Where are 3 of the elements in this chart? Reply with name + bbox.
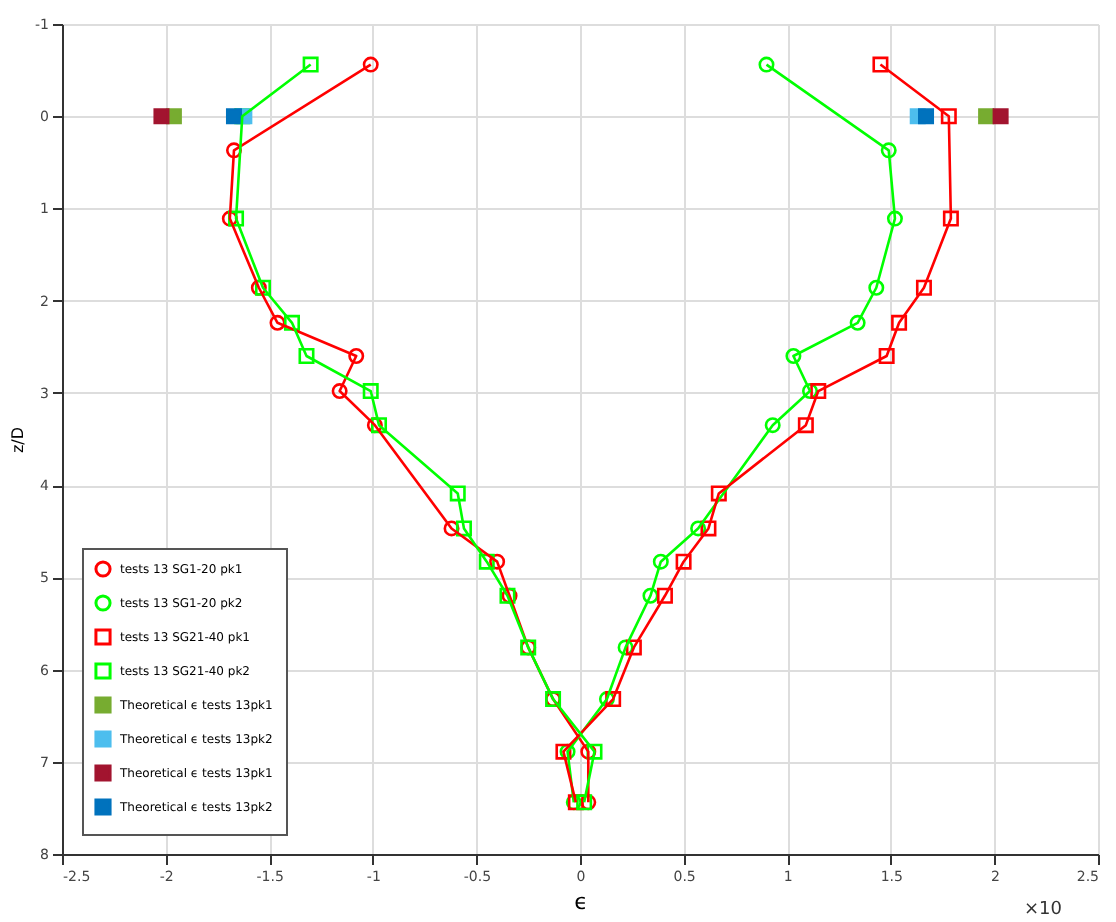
text: ×10	[1024, 900, 1063, 920]
y-axis-title: z/D	[9, 426, 28, 454]
x-axis-title: ϵ	[574, 889, 588, 915]
